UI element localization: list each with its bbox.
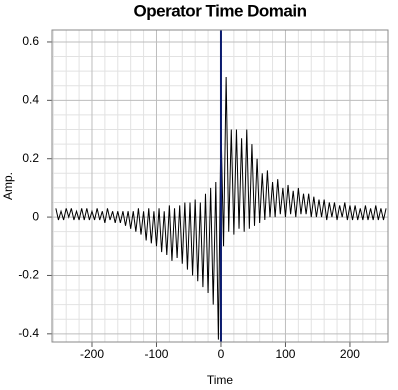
- x-tick-label: 100: [275, 347, 295, 361]
- plot-frame: [51, 29, 389, 343]
- x-tick-label: -100: [144, 347, 168, 361]
- x-tick-label: 200: [340, 347, 360, 361]
- x-tick-label: 0: [218, 347, 225, 361]
- y-tick-label: -0.2: [18, 268, 39, 282]
- x-tick-label: -200: [80, 347, 104, 361]
- y-tick-label: 0: [32, 209, 39, 223]
- y-tick-label: 0.4: [22, 93, 39, 107]
- chart-title: Operator Time Domain: [134, 1, 307, 20]
- y-tick-label: 0.6: [22, 34, 39, 48]
- y-tick-label: -0.4: [18, 326, 39, 340]
- y-tick-label: 0.2: [22, 151, 39, 165]
- x-axis-label: Time: [207, 373, 234, 387]
- y-axis-label: Amp.: [1, 172, 15, 200]
